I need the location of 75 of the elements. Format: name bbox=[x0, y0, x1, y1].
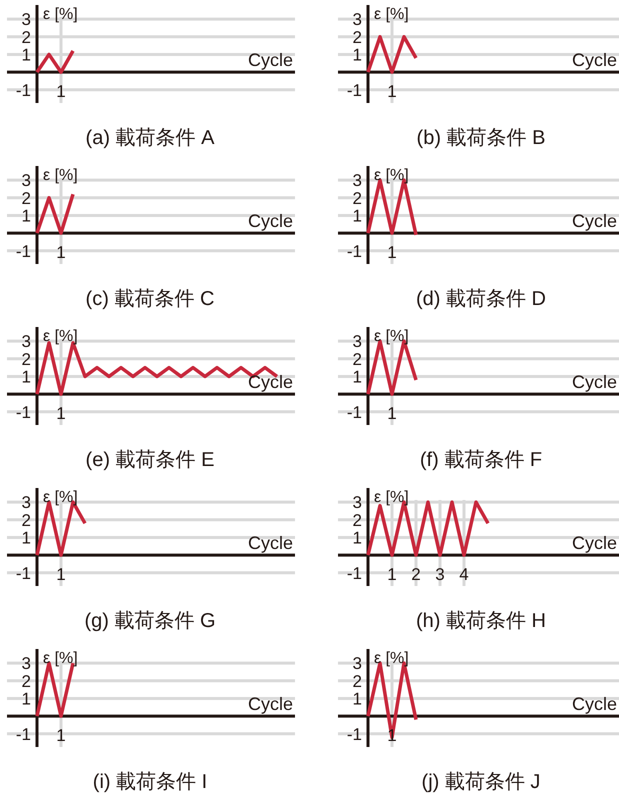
y-tick-label: 3 bbox=[352, 332, 362, 352]
y-tick-label: 1 bbox=[352, 367, 362, 386]
y-tick-label: 2 bbox=[22, 672, 31, 691]
y-tick-label: 2 bbox=[352, 28, 362, 47]
x-axis-title: Cycle bbox=[572, 211, 617, 232]
x-axis-title: Cycle bbox=[248, 50, 293, 70]
y-tick-label: 3 bbox=[22, 171, 31, 190]
x-axis-title: Cycle bbox=[572, 372, 617, 392]
y-axis-title: ε [%] bbox=[43, 489, 78, 506]
y-tick-label: -1 bbox=[346, 80, 362, 100]
x-axis-title: Cycle bbox=[248, 372, 293, 392]
text: (a) 載荷条件 A bbox=[86, 127, 216, 149]
y-tick-label: 1 bbox=[22, 528, 31, 548]
y-axis-title: ε [%] bbox=[374, 489, 409, 506]
y-tick-label: 3 bbox=[22, 493, 31, 512]
x-axis-title: Cycle bbox=[572, 533, 617, 554]
y-tick-label: 3 bbox=[22, 332, 31, 352]
y-tick-label: 3 bbox=[22, 654, 31, 674]
x-tick-label: 3 bbox=[435, 565, 445, 584]
text: (f) 載荷条件 F bbox=[420, 449, 542, 471]
text: (i) 載荷条件 I bbox=[92, 771, 208, 793]
y-tick-label: 3 bbox=[352, 10, 362, 30]
y-axis-title: ε [%] bbox=[43, 6, 78, 23]
y-tick-label: 1 bbox=[22, 45, 31, 64]
x-tick-label: 1 bbox=[56, 565, 66, 584]
text: (c) 載荷条件 C bbox=[86, 288, 214, 310]
y-tick-label: 2 bbox=[22, 350, 31, 369]
x-tick-label: 4 bbox=[459, 565, 469, 584]
y-tick-label: 2 bbox=[22, 28, 31, 47]
x-tick-label: 1 bbox=[387, 565, 397, 584]
text: (g) 載荷条件 G bbox=[84, 610, 216, 632]
y-tick-label: 2 bbox=[352, 188, 362, 208]
x-axis-title: Cycle bbox=[572, 50, 617, 70]
y-axis-title: ε [%] bbox=[43, 328, 78, 345]
text: (e) 載荷条件 E bbox=[86, 449, 214, 471]
y-tick-label: 1 bbox=[352, 45, 362, 64]
y-axis-title: ε [%] bbox=[374, 6, 409, 23]
y-tick-label: 3 bbox=[22, 10, 31, 30]
text: (d) 載荷条件 D bbox=[416, 288, 546, 310]
y-tick-label: 3 bbox=[352, 171, 362, 190]
y-tick-label: 1 bbox=[352, 528, 362, 548]
y-tick-label: 2 bbox=[22, 188, 31, 208]
y-tick-label: -1 bbox=[16, 402, 31, 422]
y-tick-label: 1 bbox=[22, 367, 31, 386]
y-tick-label: -1 bbox=[16, 80, 31, 100]
text: (j) 載荷条件 J bbox=[422, 771, 540, 793]
y-tick-label: 2 bbox=[352, 350, 362, 369]
y-tick-label: -1 bbox=[346, 724, 362, 744]
y-tick-label: 2 bbox=[352, 510, 362, 530]
y-axis-title: ε [%] bbox=[374, 167, 409, 184]
y-tick-label: 3 bbox=[352, 654, 362, 674]
y-tick-label: 2 bbox=[22, 510, 31, 530]
x-axis-title: Cycle bbox=[572, 694, 617, 714]
x-tick-label: 2 bbox=[411, 565, 421, 584]
x-axis-title: Cycle bbox=[248, 211, 293, 232]
y-tick-label: 2 bbox=[352, 672, 362, 691]
y-tick-label: -1 bbox=[16, 242, 31, 261]
y-tick-label: -1 bbox=[346, 564, 362, 583]
y-axis-title: ε [%] bbox=[43, 167, 78, 184]
y-tick-label: 1 bbox=[352, 206, 362, 226]
x-axis-title: Cycle bbox=[248, 533, 293, 554]
x-axis-title: Cycle bbox=[248, 694, 293, 714]
y-tick-label: -1 bbox=[16, 724, 31, 744]
y-tick-label: -1 bbox=[346, 242, 362, 261]
y-tick-label: 3 bbox=[352, 493, 362, 512]
y-tick-label: 1 bbox=[22, 689, 31, 708]
y-tick-label: 1 bbox=[352, 689, 362, 708]
text: (h) 載荷条件 H bbox=[416, 610, 546, 632]
y-tick-label: -1 bbox=[16, 564, 31, 583]
y-tick-label: -1 bbox=[346, 402, 362, 422]
y-axis-title: ε [%] bbox=[374, 650, 409, 667]
text: (b) 載荷条件 B bbox=[416, 127, 546, 149]
y-axis-title: ε [%] bbox=[43, 650, 78, 667]
y-axis-title: ε [%] bbox=[374, 328, 409, 345]
y-tick-label: 1 bbox=[22, 206, 31, 226]
